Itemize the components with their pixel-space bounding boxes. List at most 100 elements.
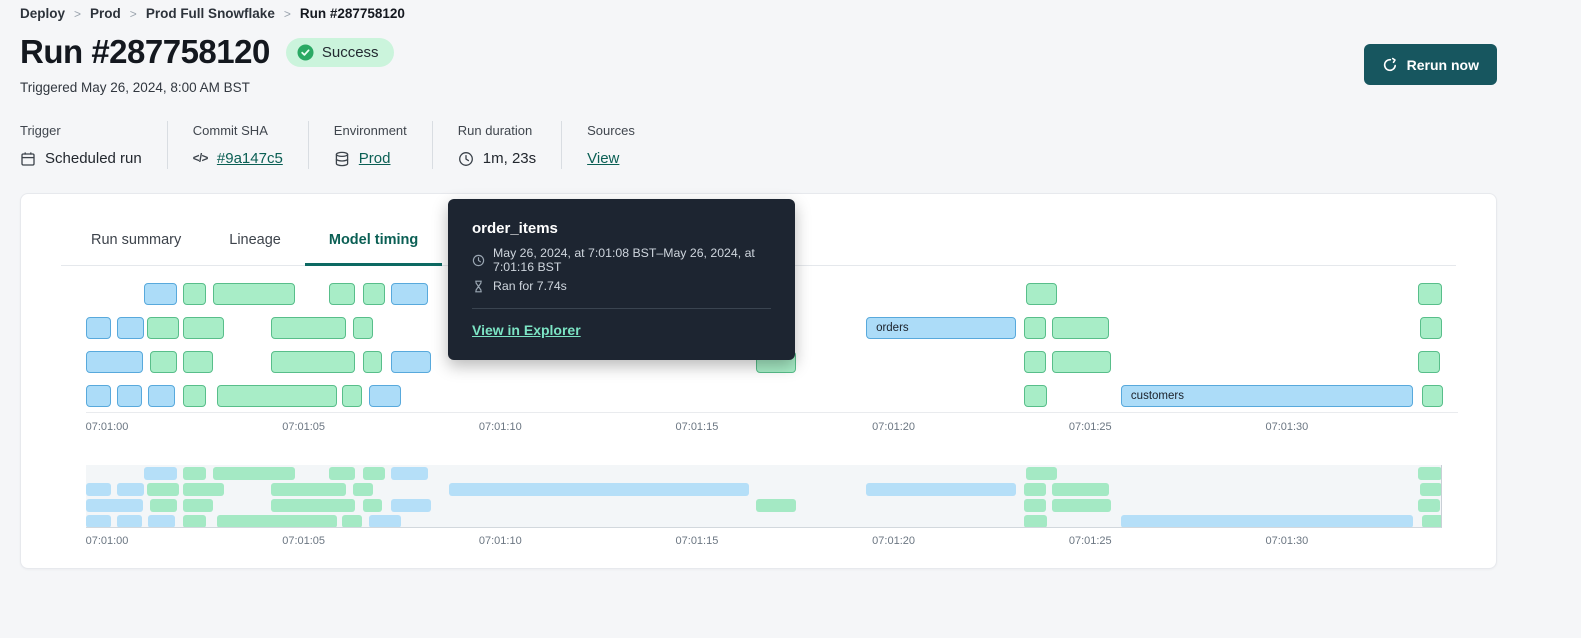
breadcrumb-job[interactable]: Prod Full Snowflake	[145, 6, 275, 21]
timeline-brush[interactable]	[86, 465, 1442, 528]
gantt-bar[interactable]	[1024, 385, 1047, 407]
gantt-bar[interactable]	[390, 351, 432, 373]
breadcrumb-separator-icon: >	[283, 6, 291, 21]
brush-bar	[363, 499, 382, 512]
success-check-icon	[297, 44, 314, 61]
brush-bar	[1417, 467, 1441, 480]
gantt-bar[interactable]	[1417, 351, 1440, 373]
breadcrumb-deploy[interactable]: Deploy	[20, 6, 66, 21]
gantt-bar[interactable]	[328, 283, 356, 305]
gantt-bar[interactable]	[182, 283, 207, 305]
gantt-bar[interactable]	[1419, 317, 1442, 339]
brush-tick: 07:01:15	[675, 535, 719, 547]
brush-bar	[182, 515, 207, 527]
meta-trigger: Trigger Scheduled run	[20, 121, 168, 169]
gantt-bar-orders[interactable]: orders	[866, 317, 1016, 339]
gantt-bar[interactable]	[213, 283, 295, 305]
tooltip-model-name: order_items	[472, 220, 558, 237]
gantt-bar[interactable]	[353, 317, 373, 339]
gantt-bar[interactable]	[147, 317, 179, 339]
breadcrumb-prod[interactable]: Prod	[90, 6, 121, 21]
breadcrumb-separator-icon: >	[129, 6, 137, 21]
brush-bar	[1052, 483, 1110, 496]
commit-sha-link[interactable]: #9a147c5	[216, 150, 283, 167]
gantt-bar[interactable]	[86, 385, 111, 407]
model-tooltip: order_items May 26, 2024, at 7:01:08 BST…	[448, 199, 795, 360]
tooltip-divider	[472, 308, 771, 309]
meta-commit-label: Commit SHA	[192, 123, 268, 138]
gantt-bar[interactable]	[143, 283, 177, 305]
brush-tick: 07:01:10	[478, 535, 522, 547]
gantt-bar[interactable]	[147, 385, 176, 407]
view-in-explorer-link[interactable]: View in Explorer	[472, 322, 581, 338]
gantt-bar[interactable]	[1024, 351, 1047, 373]
gantt-bar[interactable]	[116, 317, 144, 339]
brush-bar	[182, 499, 214, 512]
gantt-bar[interactable]	[116, 385, 142, 407]
brush-bar	[1024, 483, 1047, 496]
axis-tick: 07:01:30	[1265, 421, 1309, 433]
gantt-bar[interactable]	[182, 385, 207, 407]
tab-run-summary[interactable]: Run summary	[91, 232, 182, 248]
breadcrumb-run: Run #287758120	[299, 6, 405, 21]
brush-bar	[116, 483, 144, 496]
gantt-bar[interactable]	[149, 351, 177, 373]
axis-tick: 07:01:15	[675, 421, 719, 433]
brush-bar	[328, 467, 356, 480]
meta-commit-sha: Commit SHA </> #9a147c5	[168, 121, 309, 169]
brush-row	[86, 483, 1441, 496]
brush-bar	[147, 515, 176, 527]
tooltip-clock-icon	[472, 254, 485, 267]
gantt-bar[interactable]	[390, 283, 428, 305]
brush-bar	[1026, 467, 1057, 480]
meta-trigger-label: Trigger	[20, 123, 61, 138]
brush-bar	[1024, 515, 1047, 527]
brush-bar	[1120, 515, 1414, 527]
gantt-bar[interactable]	[217, 385, 338, 407]
gantt-bar[interactable]	[271, 351, 356, 373]
axis-tick: 07:01:05	[282, 421, 326, 433]
gantt-bar[interactable]	[271, 317, 347, 339]
gantt-bar[interactable]	[182, 317, 224, 339]
status-badge: Success	[285, 37, 394, 67]
brush-bar	[368, 515, 402, 527]
breadcrumb: Deploy > Prod > Prod Full Snowflake > Ru…	[20, 0, 1497, 21]
gantt-bar[interactable]	[1421, 385, 1444, 407]
environment-link[interactable]: Prod	[358, 150, 391, 167]
brush-bar	[755, 499, 797, 512]
brush-bar	[182, 467, 207, 480]
tab-model-timing[interactable]: Model timing	[304, 224, 443, 266]
brush-bar	[1417, 499, 1440, 512]
gantt-bar[interactable]	[1052, 351, 1112, 373]
gantt-bar[interactable]	[1026, 283, 1057, 305]
brush-bar	[341, 515, 362, 527]
gantt-bar[interactable]	[182, 351, 214, 373]
gantt-x-axis: 07:01:00 07:01:05 07:01:10 07:01:15 07:01:20…	[86, 412, 1458, 439]
gantt-bar[interactable]	[1417, 283, 1442, 305]
brush-bar	[86, 499, 144, 512]
tab-lineage[interactable]: Lineage	[229, 232, 281, 248]
breadcrumb-separator-icon: >	[74, 6, 82, 21]
gantt-bar[interactable]	[368, 385, 402, 407]
brush-bar	[363, 467, 386, 480]
gantt-bar[interactable]	[363, 351, 382, 373]
brush-bar	[1024, 499, 1047, 512]
gantt-bar[interactable]	[86, 317, 111, 339]
gantt-bar[interactable]	[1052, 317, 1110, 339]
gantt-bar[interactable]	[341, 385, 362, 407]
brush-tick: 07:01:20	[872, 535, 916, 547]
meta-duration-label: Run duration	[457, 123, 533, 138]
meta-duration-value: 1m, 23s	[482, 150, 537, 167]
gantt-bar-customers[interactable]: customers	[1120, 385, 1414, 407]
gantt-bar[interactable]	[1024, 317, 1047, 339]
brush-bar	[449, 483, 749, 496]
gantt-row: customers	[86, 385, 1458, 407]
gantt-bar[interactable]	[86, 351, 144, 373]
rerun-now-button[interactable]: Rerun now	[1363, 44, 1497, 85]
gantt-bar[interactable]	[363, 283, 386, 305]
axis-tick: 07:01:20	[872, 421, 916, 433]
clock-icon	[458, 151, 474, 167]
axis-tick: 07:01:10	[478, 421, 522, 433]
sources-view-link[interactable]: View	[587, 150, 620, 167]
